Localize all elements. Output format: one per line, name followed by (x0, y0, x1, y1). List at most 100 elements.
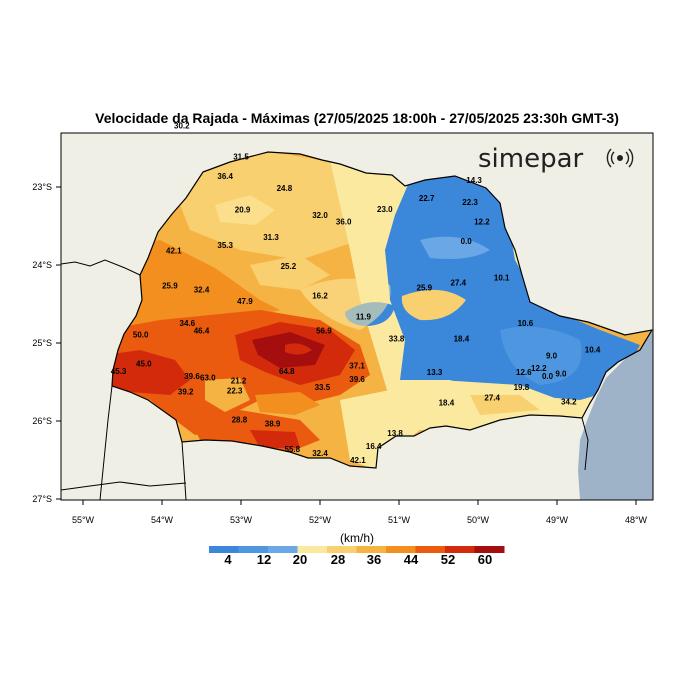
station-value: 27.4 (484, 394, 500, 403)
ocean (578, 330, 653, 500)
station-value: 19.8 (514, 383, 530, 392)
station-value: 10.4 (585, 345, 601, 354)
station-value: 11.9 (356, 313, 372, 322)
station-value: 30.2 (174, 122, 190, 131)
colorbar-tick-label: 28 (331, 552, 345, 567)
station-value: 46.4 (194, 327, 210, 336)
colorbar-tick-label: 4 (224, 552, 232, 567)
colorbar-tick-label: 20 (293, 552, 307, 567)
station-value: 63.0 (200, 373, 216, 382)
station-value: 47.9 (237, 297, 253, 306)
axis-ticks (56, 186, 637, 505)
colorbar-segment (238, 546, 269, 553)
station-value: 25.2 (281, 262, 297, 271)
lon-tick-label: 52°W (309, 515, 332, 525)
station-value: 23.0 (377, 205, 393, 214)
station-value: 24.8 (277, 184, 293, 193)
colorbar-segment (356, 546, 387, 553)
station-value: 18.4 (439, 398, 455, 407)
station-value: 33.8 (389, 334, 405, 343)
station-value: 37.1 (349, 362, 365, 371)
colorbar-segment (474, 546, 505, 553)
station-value: 13.3 (427, 368, 443, 377)
lon-tick-label: 55°W (72, 515, 95, 525)
station-value: 9.0 (555, 370, 567, 379)
station-value: 22.7 (419, 194, 435, 203)
colorbar-tick-label: 36 (367, 552, 381, 567)
colorbar-segment (268, 546, 298, 553)
colorbar-tick-label: 12 (257, 552, 271, 567)
station-value: 27.4 (451, 278, 467, 287)
station-value: 38.9 (265, 420, 281, 429)
station-value: 42.1 (166, 246, 182, 255)
station-value: 32.4 (312, 449, 328, 458)
station-value: 13.8 (387, 429, 403, 438)
colorbar-segment (445, 546, 475, 553)
station-value: 16.2 (312, 292, 328, 301)
lat-tick-label: 24°S (32, 260, 52, 270)
station-value: 35.3 (217, 241, 233, 250)
station-value: 39.6 (184, 372, 200, 381)
station-value: 31.5 (233, 153, 249, 162)
station-value: 10.6 (518, 319, 534, 328)
axis-tick-labels: 55°W 54°W 53°W 52°W 51°W 50°W 49°W 48°W 23°S 24°S… (32, 182, 647, 525)
colorbar-tick-label: 52 (441, 552, 455, 567)
station-value: 10.1 (494, 274, 510, 283)
station-value: 32.4 (194, 285, 210, 294)
lon-tick-label: 54°W (151, 515, 174, 525)
station-value: 14.3 (466, 176, 482, 185)
colorbar-segment (386, 546, 416, 553)
colorbar-tick-label: 60 (478, 552, 492, 567)
colorbar-tick-label: 44 (404, 552, 419, 567)
station-value: 36.4 (217, 172, 233, 181)
station-value: 34.2 (561, 398, 577, 407)
station-value: 12.2 (474, 217, 490, 226)
colorbar-segment (415, 546, 446, 553)
station-value: 50.0 (133, 331, 149, 340)
brand-logo-text: simepar (478, 144, 584, 174)
lat-tick-label: 23°S (32, 182, 52, 192)
station-value: 0.0 (461, 237, 473, 246)
neighbour-borders (61, 259, 589, 500)
station-value: 45.3 (111, 367, 127, 376)
station-value: 9.0 (546, 352, 558, 361)
lat-tick-label: 27°S (32, 494, 52, 504)
station-value: 55.8 (285, 445, 301, 454)
map-frame (60, 132, 654, 501)
station-value: 25.9 (417, 284, 433, 293)
station-value: 32.0 (312, 211, 328, 220)
station-value: 42.1 (350, 456, 366, 465)
lat-tick-label: 25°S (32, 338, 52, 348)
radio-wave-icon (606, 148, 634, 168)
station-value: 33.5 (315, 383, 331, 392)
lon-tick-label: 51°W (388, 515, 411, 525)
station-value: 31.3 (263, 233, 279, 242)
station-value: 34.6 (180, 319, 196, 328)
station-value: 12.2 (531, 364, 547, 373)
station-value: 39.6 (349, 375, 365, 384)
station-value: 12.6 (516, 368, 532, 377)
map-title: Velocidade da Rajada - Máximas (27/05/20… (95, 110, 619, 126)
gust-contours (112, 152, 652, 468)
station-value: 45.0 (136, 359, 152, 368)
station-value: 18.4 (454, 334, 470, 343)
station-value: 64.8 (279, 367, 295, 376)
station-value: 36.0 (336, 217, 352, 226)
station-value: 22.3 (462, 198, 478, 207)
lon-tick-label: 53°W (230, 515, 253, 525)
station-value: 28.8 (232, 416, 248, 425)
colorbar-segment (297, 546, 328, 553)
colorbar (209, 546, 505, 553)
station-value: 20.9 (235, 206, 251, 215)
colorbar-segment (209, 546, 239, 553)
lon-tick-label: 50°W (467, 515, 490, 525)
colorbar-tick-labels: 4 12 20 28 36 44 52 60 (224, 552, 492, 567)
station-value: 0.0 (542, 372, 554, 381)
lon-tick-label: 49°W (546, 515, 569, 525)
station-value: 21.2 (231, 377, 247, 386)
station-value: 56.9 (316, 327, 332, 336)
station-value: 22.3 (227, 387, 243, 396)
lon-tick-label: 48°W (625, 515, 648, 525)
